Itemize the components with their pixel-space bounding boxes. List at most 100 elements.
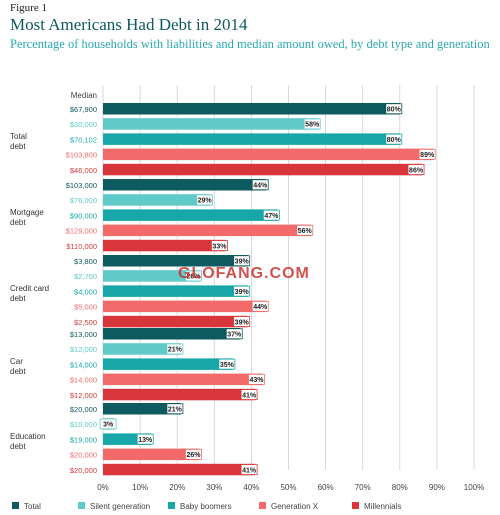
median-value: $10,000 [70, 420, 97, 429]
value-label-box [418, 148, 436, 160]
bar [103, 194, 211, 206]
median-value: $2,500 [74, 318, 97, 327]
bar [103, 103, 400, 115]
value-label-box [240, 389, 258, 400]
chart-title: Most Americans Had Debt in 2014 [10, 15, 248, 34]
value-label: 44% [253, 183, 268, 190]
category-label: Mortgage debt [10, 208, 44, 227]
value-label: 80% [387, 107, 402, 114]
legend-label: Silent generation [90, 502, 150, 511]
median-value: $76,000 [70, 196, 97, 205]
bar [103, 163, 423, 176]
value-label-box [196, 194, 213, 206]
x-tick-label: 0% [97, 483, 109, 492]
value-label: 39% [235, 259, 250, 266]
median-value: $103,000 [66, 181, 97, 190]
value-label: 37% [227, 332, 242, 339]
value-label-box [185, 448, 202, 460]
value-label-box [262, 209, 280, 221]
legend-swatch [78, 502, 85, 509]
value-label: 21% [168, 347, 183, 354]
median-value: $103,800 [66, 151, 97, 160]
median-value: $19,000 [70, 435, 97, 444]
value-label: 39% [235, 289, 250, 296]
bar [103, 224, 311, 237]
x-tick-label: 30% [206, 483, 222, 492]
x-tick-label: 100% [464, 483, 484, 492]
value-label: 80% [387, 137, 402, 144]
value-label: 56% [298, 228, 313, 235]
bar [103, 358, 233, 370]
category-label: Total debt [10, 132, 27, 151]
bar [103, 463, 256, 476]
median-value: $90,000 [70, 211, 97, 220]
value-label: 21% [168, 407, 183, 414]
x-tick-label: 10% [132, 483, 148, 492]
legend-label: Total [24, 502, 41, 511]
value-label-box [166, 343, 184, 355]
bar [103, 433, 152, 445]
legend-label: Millennials [364, 502, 401, 511]
median-value: $110,000 [66, 242, 97, 251]
value-label-box [251, 300, 269, 312]
median-value: $20,000 [70, 466, 97, 475]
legend-swatch [352, 502, 359, 509]
median-value: $4,000 [74, 287, 97, 296]
median-value: $5,000 [74, 303, 97, 312]
legend-swatch [12, 502, 19, 509]
watermark: GLOFANG.COM [178, 265, 310, 282]
category-label: Education debt [10, 432, 46, 451]
chart-subtitle: Percentage of households with liabilitie… [10, 37, 490, 51]
bar [103, 179, 267, 191]
bar [103, 118, 319, 130]
value-label-box [296, 224, 314, 236]
x-tick-label: 50% [280, 483, 296, 492]
x-tick-label: 40% [243, 483, 259, 492]
bar [103, 148, 434, 161]
value-label: 58% [305, 122, 320, 129]
bar [103, 373, 263, 386]
value-label: 3% [103, 422, 114, 429]
value-label-box [233, 285, 251, 297]
median-value: $70,102 [70, 135, 97, 144]
value-label-box [99, 418, 117, 430]
legend-label: Generation X [271, 502, 319, 511]
value-label: 89% [420, 152, 435, 159]
figure-label: Figure 1 [10, 2, 47, 14]
x-tick-label: 80% [392, 483, 408, 492]
value-label-box [136, 433, 154, 445]
bar [103, 448, 200, 461]
legend-swatch [168, 502, 175, 509]
legend-label: Baby boomers [180, 502, 232, 511]
value-label-box [240, 464, 258, 475]
bar [103, 209, 278, 221]
median-value: $46,000 [70, 166, 97, 175]
value-label-box [211, 240, 228, 251]
median-value: $13,000 [70, 330, 97, 339]
value-label: 33% [212, 243, 227, 250]
bar [103, 300, 267, 313]
value-label-box [166, 403, 184, 415]
value-label: 41% [242, 392, 257, 399]
value-label-box [251, 179, 269, 191]
value-label-box [407, 164, 425, 175]
value-label: 44% [253, 304, 268, 311]
median-value: $3,800 [74, 257, 97, 266]
bar [103, 343, 181, 355]
median-value: $20,000 [70, 451, 97, 460]
value-label-box [303, 118, 321, 130]
median-value: $30,000 [70, 120, 97, 129]
value-label-box [233, 255, 251, 267]
bar [103, 328, 241, 340]
bar [103, 388, 256, 401]
value-label: 43% [250, 377, 265, 384]
value-label: 13% [138, 437, 153, 444]
median-value: $2,700 [74, 272, 97, 281]
bar [103, 270, 200, 282]
value-label-box [385, 103, 403, 115]
x-tick-label: 20% [169, 483, 185, 492]
value-label: 26% [186, 274, 201, 281]
median-value: $20,000 [70, 405, 97, 414]
median-value: $14,000 [70, 360, 97, 369]
